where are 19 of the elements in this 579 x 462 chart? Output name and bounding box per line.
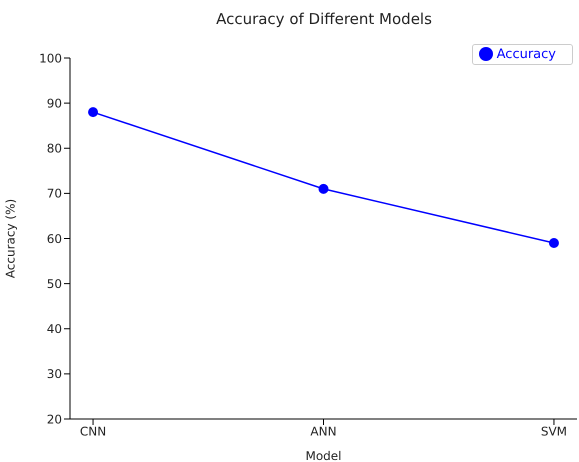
x-tick-label: SVM: [540, 424, 568, 439]
legend-label: Accuracy: [496, 47, 556, 62]
x-tick-label: ANN: [310, 424, 337, 439]
x-axis-title: Model: [305, 449, 342, 462]
x-tick-label: CNN: [80, 424, 106, 439]
y-tick-label: 60: [46, 232, 62, 246]
point: [88, 107, 98, 118]
y-tick-label: 20: [46, 412, 62, 426]
y-tick-label: 50: [46, 276, 62, 291]
point: [318, 184, 328, 194]
y-tick-label: 70: [46, 186, 62, 201]
chart-title: Accuracy of Different Models: [215, 10, 433, 28]
y-tick-label: 40: [46, 322, 62, 336]
y-tick-label: 90: [46, 96, 62, 110]
y-tick-label: 80: [46, 142, 62, 156]
y-axis-title: Accuracy (%): [3, 198, 18, 278]
point: [548, 238, 559, 248]
y-tick-label: 100: [39, 51, 62, 66]
y-tick-label: 30: [46, 367, 62, 382]
